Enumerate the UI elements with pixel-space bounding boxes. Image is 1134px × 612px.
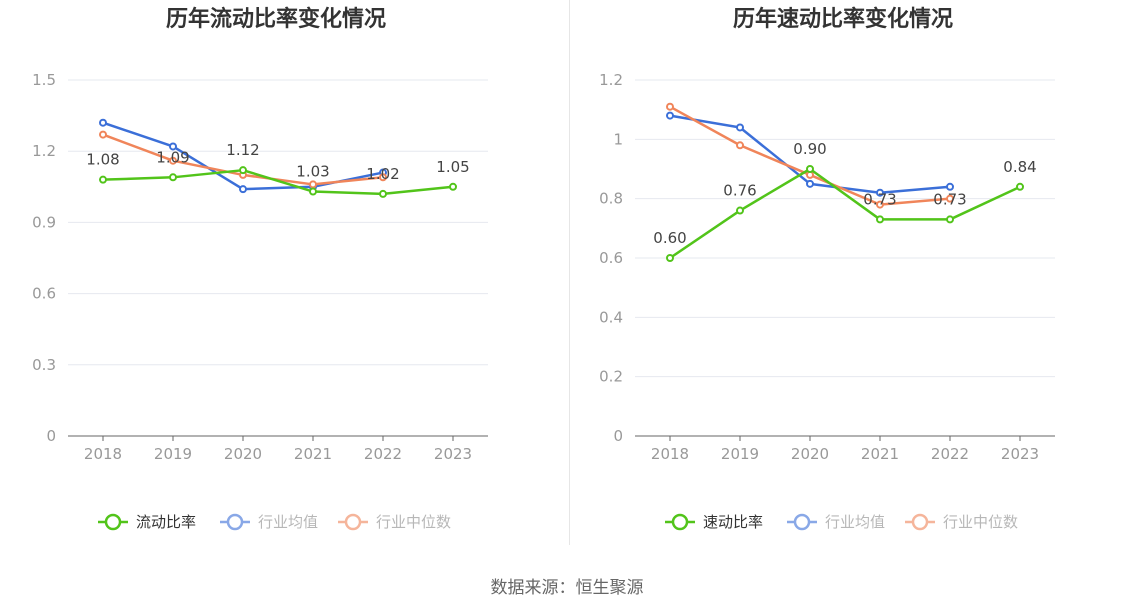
x-tick-label: 2018 [84,445,122,463]
data-label: 1.08 [86,151,119,169]
legend-marker-icon [671,513,689,531]
legend-marker-icon [793,513,811,531]
data-label: 1.09 [156,148,189,166]
current-ratio-chart-panel: 历年流动比率变化情况 0 0.3 0.6 0.9 1.2 1.5 2018 2019 2020 20… [0,0,567,545]
x-tick-label: 2021 [294,445,332,463]
data-label: 1.03 [296,163,329,181]
data-label: 0.60 [653,229,686,247]
data-point[interactable] [379,189,387,198]
data-point[interactable] [736,141,744,150]
data-point[interactable] [1016,182,1024,191]
y-tick-label: 0.9 [32,213,56,231]
data-point[interactable] [449,182,457,191]
legend-label: 流动比率 [136,513,196,531]
data-label: 0.73 [863,190,896,208]
y-tick-label: 1 [613,130,623,148]
data-point[interactable] [876,215,884,224]
x-tick-label: 2022 [931,445,969,463]
x-tick-label: 2022 [364,445,402,463]
y-tick-label: 0 [613,427,623,445]
y-tick-label: 1.5 [32,71,56,89]
data-label: 1.12 [226,141,259,159]
panel-divider [569,0,570,545]
data-source-label: 数据来源：恒生聚源 [490,578,644,598]
data-point[interactable] [946,215,954,224]
y-tick-label: 0.3 [32,356,56,374]
legend-marker-icon [911,513,929,531]
data-point[interactable] [169,142,177,151]
data-point[interactable] [169,156,177,165]
data-label: 0.73 [933,190,966,208]
data-point[interactable] [99,130,107,139]
series-line-0 [102,168,454,196]
data-point[interactable] [666,254,674,262]
y-tick-label: 0.6 [599,249,623,267]
y-tick-label: 0.8 [599,190,623,208]
legend-label: 速动比率 [703,513,763,531]
chart-title: 历年流动比率变化情况 [166,6,386,32]
series-line-0 [669,167,1021,260]
data-point[interactable] [946,182,954,191]
x-tick-label: 2023 [434,445,472,463]
data-point[interactable] [666,111,674,120]
legend-label: 行业中位数 [376,513,451,531]
data-point[interactable] [239,166,247,175]
data-point[interactable] [806,179,814,188]
y-tick-label: 1.2 [599,71,623,89]
data-point[interactable] [736,206,744,215]
data-point[interactable] [946,194,954,203]
x-tick-label: 2019 [721,445,759,463]
legend-item[interactable]: 行业中位数 [905,513,1018,531]
quick-ratio-chart-panel: 历年速动比率变化情况 0 0.2 0.4 0.6 0.8 1 1.2 2018 2019 2020 2… [567,0,1134,545]
data-label: 0.90 [793,140,826,158]
x-tick-label: 2020 [224,445,262,463]
data-point[interactable] [806,165,814,173]
data-point[interactable] [309,180,317,189]
legend-marker-icon [344,513,362,531]
quick-ratio-chart: 历年速动比率变化情况 0 0.2 0.4 0.6 0.8 1 1.2 2018 2019 2020 2… [599,6,1055,531]
data-point[interactable] [99,175,107,184]
data-label: 0.76 [723,182,756,200]
x-tick-label: 2023 [1001,445,1039,463]
legend-item[interactable]: 速动比率 [665,513,763,531]
y-tick-label: 1.2 [32,142,56,160]
legend-item[interactable]: 行业均值 [220,513,318,531]
data-point[interactable] [169,173,177,182]
x-tick-label: 2021 [861,445,899,463]
chart-title: 历年速动比率变化情况 [733,6,953,32]
data-point[interactable] [876,188,884,197]
legend-marker-icon [226,513,244,531]
y-tick-label: 0.4 [599,308,623,326]
x-tick-label: 2020 [791,445,829,463]
data-point[interactable] [666,102,674,111]
data-point[interactable] [99,118,107,127]
current-ratio-chart: 历年流动比率变化情况 0 0.3 0.6 0.9 1.2 1.5 2018 2019 2020 20… [32,6,488,531]
y-tick-label: 0.2 [599,368,623,386]
x-tick-label: 2019 [154,445,192,463]
legend-label: 行业均值 [258,513,318,531]
data-point[interactable] [736,123,744,132]
legend-item[interactable]: 行业中位数 [338,513,451,531]
data-point[interactable] [379,173,387,182]
data-label: 1.05 [436,158,469,176]
legend-item[interactable]: 流动比率 [98,513,196,531]
data-label: 0.84 [1003,158,1036,176]
x-tick-label: 2018 [651,445,689,463]
data-label: 1.02 [366,165,399,183]
legend-marker-icon [104,513,122,531]
y-tick-label: 0.6 [32,285,56,303]
data-point[interactable] [309,187,317,196]
legend-label: 行业均值 [825,513,885,531]
data-point[interactable] [239,185,247,194]
legend-item[interactable]: 行业均值 [787,513,885,531]
data-point[interactable] [876,200,884,209]
y-tick-label: 0 [46,427,56,445]
legend-label: 行业中位数 [943,513,1018,531]
